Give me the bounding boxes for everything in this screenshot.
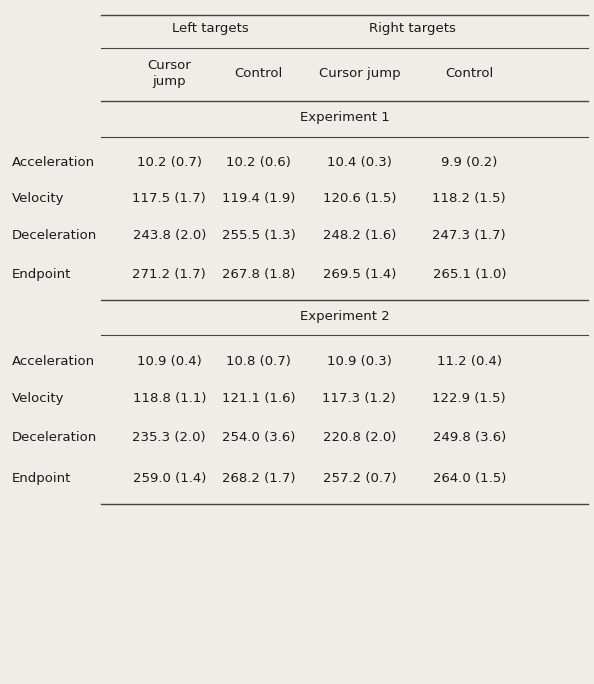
Text: 9.9 (0.2): 9.9 (0.2)	[441, 156, 497, 170]
Text: 117.3 (1.2): 117.3 (1.2)	[323, 391, 396, 405]
Text: 119.4 (1.9): 119.4 (1.9)	[222, 192, 295, 205]
Text: 271.2 (1.7): 271.2 (1.7)	[132, 268, 206, 282]
Text: 10.2 (0.7): 10.2 (0.7)	[137, 156, 202, 170]
Text: Endpoint: Endpoint	[12, 472, 71, 486]
Text: 121.1 (1.6): 121.1 (1.6)	[222, 391, 295, 405]
Text: Control: Control	[234, 66, 283, 80]
Text: Experiment 1: Experiment 1	[299, 111, 390, 124]
Text: 268.2 (1.7): 268.2 (1.7)	[222, 472, 295, 486]
Text: 265.1 (1.0): 265.1 (1.0)	[432, 268, 506, 282]
Text: 269.5 (1.4): 269.5 (1.4)	[323, 268, 396, 282]
Text: 122.9 (1.5): 122.9 (1.5)	[432, 391, 506, 405]
Text: 235.3 (2.0): 235.3 (2.0)	[132, 431, 206, 445]
Text: 10.9 (0.4): 10.9 (0.4)	[137, 354, 202, 368]
Text: Left targets: Left targets	[172, 22, 249, 36]
Text: 10.2 (0.6): 10.2 (0.6)	[226, 156, 291, 170]
Text: Deceleration: Deceleration	[12, 229, 97, 243]
Text: Acceleration: Acceleration	[12, 156, 95, 170]
Text: 220.8 (2.0): 220.8 (2.0)	[323, 431, 396, 445]
Text: 120.6 (1.5): 120.6 (1.5)	[323, 192, 396, 205]
Text: 118.2 (1.5): 118.2 (1.5)	[432, 192, 506, 205]
Text: Right targets: Right targets	[369, 22, 456, 36]
Text: 10.8 (0.7): 10.8 (0.7)	[226, 354, 291, 368]
Text: 11.2 (0.4): 11.2 (0.4)	[437, 354, 502, 368]
Text: Experiment 2: Experiment 2	[299, 309, 390, 323]
Text: 259.0 (1.4): 259.0 (1.4)	[132, 472, 206, 486]
Text: 255.5 (1.3): 255.5 (1.3)	[222, 229, 295, 243]
Text: 257.2 (0.7): 257.2 (0.7)	[323, 472, 396, 486]
Text: 267.8 (1.8): 267.8 (1.8)	[222, 268, 295, 282]
Text: Control: Control	[445, 66, 494, 80]
Text: 10.9 (0.3): 10.9 (0.3)	[327, 354, 392, 368]
Text: 10.4 (0.3): 10.4 (0.3)	[327, 156, 392, 170]
Text: Velocity: Velocity	[12, 391, 64, 405]
Text: 243.8 (2.0): 243.8 (2.0)	[132, 229, 206, 243]
Text: 254.0 (3.6): 254.0 (3.6)	[222, 431, 295, 445]
Text: 248.2 (1.6): 248.2 (1.6)	[323, 229, 396, 243]
Text: 247.3 (1.7): 247.3 (1.7)	[432, 229, 506, 243]
Text: Cursor
jump: Cursor jump	[147, 59, 191, 88]
Text: Cursor jump: Cursor jump	[318, 66, 400, 80]
Text: Acceleration: Acceleration	[12, 354, 95, 368]
Text: Endpoint: Endpoint	[12, 268, 71, 282]
Text: 118.8 (1.1): 118.8 (1.1)	[132, 391, 206, 405]
Text: Deceleration: Deceleration	[12, 431, 97, 445]
Text: 117.5 (1.7): 117.5 (1.7)	[132, 192, 206, 205]
Text: Velocity: Velocity	[12, 192, 64, 205]
Text: 249.8 (3.6): 249.8 (3.6)	[432, 431, 506, 445]
Text: 264.0 (1.5): 264.0 (1.5)	[432, 472, 506, 486]
